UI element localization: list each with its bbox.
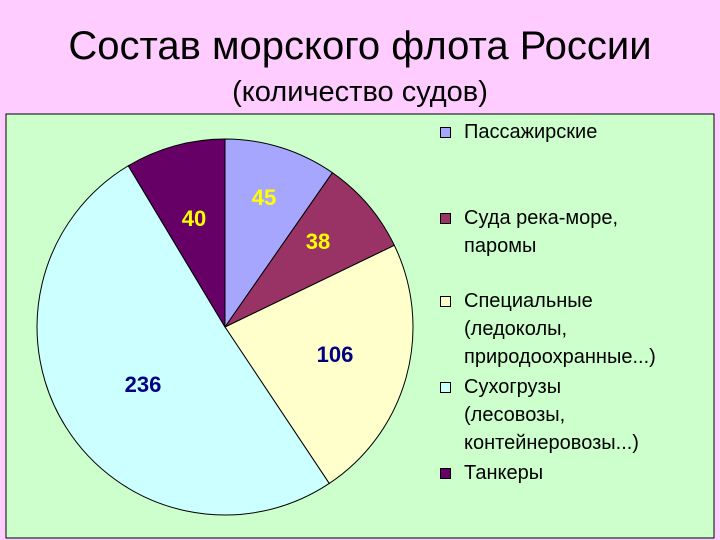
chart-title: Состав морского флота России (68, 24, 652, 68)
legend-swatch (440, 213, 451, 224)
pie-slice (223, 172, 396, 329)
legend-label: Суда река-море, паромы (464, 207, 619, 257)
legend-label: Пассажирские (464, 121, 598, 143)
slice-value-label: 45 (252, 185, 276, 210)
legend-label: Сухогрузы (лесовозы, контейнеровозы...) (464, 376, 639, 454)
pie-slice (224, 244, 414, 485)
legend-swatch (440, 296, 451, 307)
legend-swatch (440, 468, 451, 479)
chart-subtitle: (количество судов) (232, 76, 488, 108)
slice-value-label: 236 (125, 372, 162, 397)
legend-swatch (440, 127, 451, 138)
slice-value-label: 106 (317, 342, 354, 367)
legend-swatch (440, 382, 451, 393)
pie-slice (224, 138, 334, 329)
slice-value-label: 38 (306, 229, 330, 254)
pie-slice (127, 138, 226, 329)
pie-slice (36, 165, 330, 516)
legend-label: Танкеры (464, 462, 544, 484)
slice-value-label: 40 (182, 206, 206, 231)
legend-label: Специальные (ледоколы, природоохранные..… (464, 290, 656, 368)
